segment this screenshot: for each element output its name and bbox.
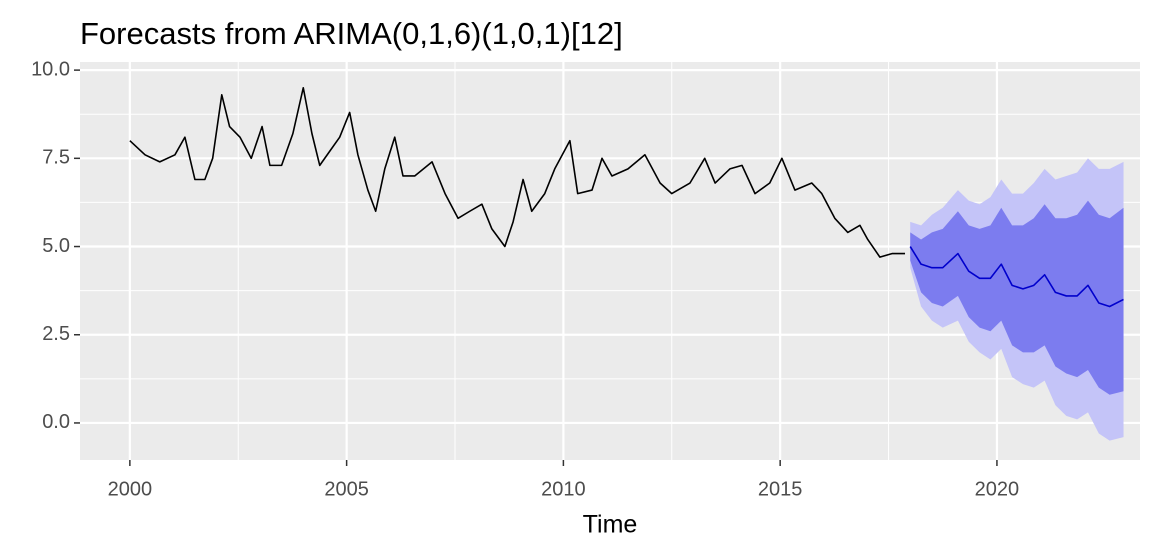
prediction-band [910,200,1124,395]
y-tick-label: 2.5 [42,323,70,345]
x-tick-label: 2000 [108,478,153,500]
x-tick-label: 2020 [975,478,1020,500]
series-line [129,86,906,258]
x-tick-label: 2005 [324,478,369,500]
y-tick-label: 10.0 [31,58,70,80]
x-axis-title: Time [583,511,638,539]
chart-title: Forecasts from ARIMA(0,1,6)(1,0,1)[12] [80,16,623,51]
y-tick-label: 0.0 [42,411,70,433]
x-tick-label: 2015 [758,478,803,500]
y-tick-label: 5.0 [42,235,70,257]
series-line [909,246,1124,308]
y-tick-label: 7.5 [42,147,70,169]
x-tick-label: 2010 [541,478,586,500]
